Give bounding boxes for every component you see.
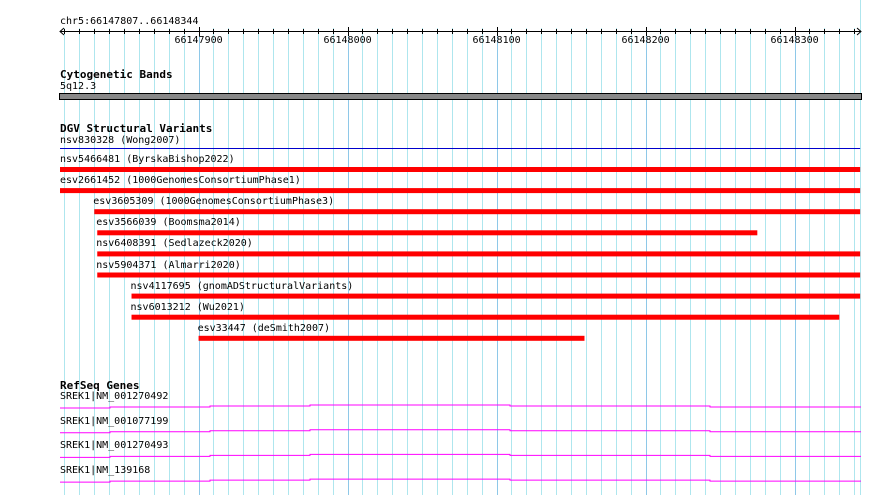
sv-feature-bar[interactable] <box>198 335 585 341</box>
sv-label: nsv4117695 (gnomADStructuralVariants) <box>130 280 354 292</box>
sv-label: nsv5904371 (Almarri2020) <box>96 259 241 271</box>
sv-feature-bar[interactable] <box>97 251 861 257</box>
gene-model-line[interactable] <box>60 453 861 458</box>
sv-feature-bar[interactable] <box>60 167 861 172</box>
cytoband-label: 5q12.3 <box>60 81 97 92</box>
sv-feature-bar[interactable] <box>131 293 861 299</box>
sv-feature-line[interactable] <box>60 148 861 149</box>
gene-model-line[interactable] <box>60 429 861 434</box>
ruler-tick-label: 66148000 <box>323 35 372 46</box>
dgv-track-title[interactable]: DGV Structural Variants <box>60 122 213 135</box>
sv-feature-bar[interactable] <box>97 230 758 236</box>
sv-label: nsv6408391 (Sedlazeck2020) <box>96 238 253 250</box>
ruler-tick-label: 66148200 <box>621 35 670 46</box>
sv-label: esv3566039 (Boomsma2014) <box>96 217 241 229</box>
gene-label: SREK1|NM_001077199 <box>60 415 169 427</box>
scroll-right-arrow-icon[interactable] <box>856 27 862 36</box>
gene-label: SREK1|NM_139168 <box>60 465 151 477</box>
ruler-tick-label: 66148300 <box>770 35 819 46</box>
sv-feature-bar[interactable] <box>94 209 861 215</box>
cytoband-bar[interactable] <box>59 93 862 100</box>
sv-feature-bar[interactable] <box>60 188 861 194</box>
sv-label: nsv830328 (Wong2007) <box>60 135 181 146</box>
sv-feature-bar[interactable] <box>131 314 840 320</box>
sv-label: esv3605309 (1000GenomesConsortiumPhase3) <box>93 196 335 208</box>
cytoband-track-title[interactable]: Cytogenetic Bands <box>60 68 173 81</box>
sv-label: esv33447 (deSmith2007) <box>197 322 331 334</box>
region-label: chr5:66147807..66148344 <box>60 16 199 27</box>
sv-feature-bar[interactable] <box>97 272 861 278</box>
sv-label: nsv6013212 (Wu2021) <box>130 301 245 313</box>
gene-label: SREK1|NM_001270493 <box>60 440 169 452</box>
ruler-tick-label: 66148100 <box>472 35 521 46</box>
sv-label: esv2661452 (1000GenomesConsortiumPhase1) <box>60 175 301 187</box>
refseq-track-title[interactable]: RefSeq Genes <box>60 379 140 392</box>
gene-label: SREK1|NM_001270492 <box>60 391 169 402</box>
sv-label: nsv5466481 (ByrskaBishop2022) <box>60 154 235 165</box>
ruler-tick-label: 66147900 <box>174 35 223 46</box>
scroll-left-arrow-icon[interactable] <box>59 27 65 36</box>
gene-model-line[interactable] <box>60 478 861 483</box>
gene-model-line[interactable] <box>60 404 861 409</box>
